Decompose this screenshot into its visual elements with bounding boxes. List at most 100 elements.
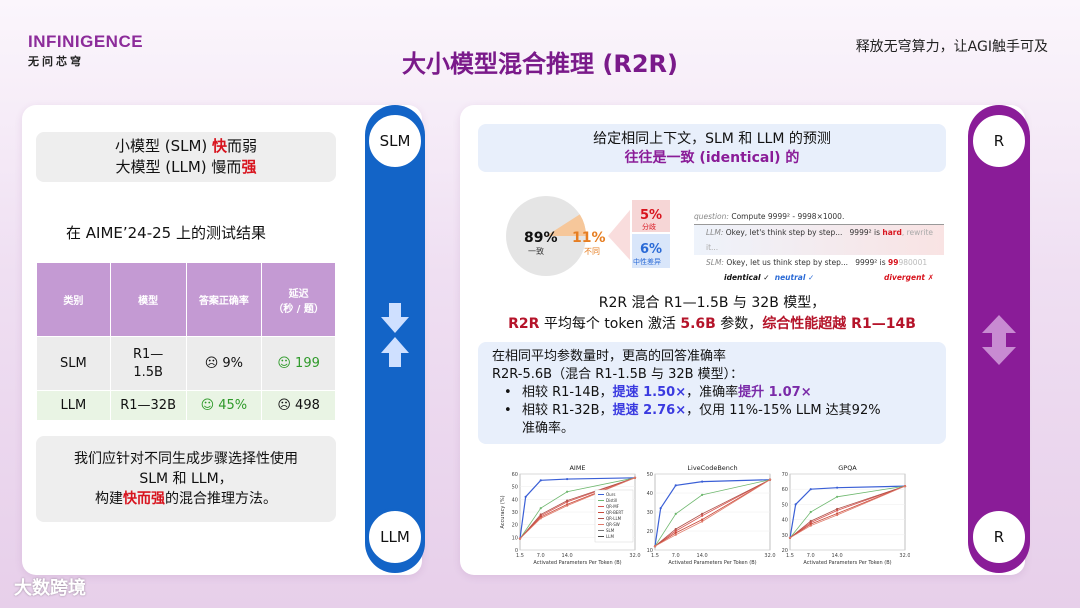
- y-tick-label: 40: [647, 491, 653, 497]
- data-point-ours: [566, 477, 569, 481]
- tag-identical: identical ✓: [724, 273, 770, 282]
- acc-line-1: 在相同平均参数量时，更高的回答准确率: [492, 349, 727, 364]
- intro-llm-text: 大模型 (LLM) 慢而: [115, 158, 242, 176]
- llm-circle: LLM: [366, 508, 424, 566]
- data-point-ours: [809, 488, 812, 491]
- y-tick-label: 10: [512, 535, 518, 541]
- legend-entry: LLM: [606, 534, 614, 539]
- data-point-qr-mf: [836, 509, 839, 512]
- pie-identical-label: 一致: [528, 246, 544, 256]
- acc-line-2: R2R-5.6B（混合 R1-1.5B 与 32B 模型）：: [492, 367, 744, 382]
- data-point-qr-sw: [674, 533, 677, 536]
- neutral-pct: 6%: [640, 242, 662, 257]
- x-tick-label: 1.5: [786, 553, 794, 559]
- series-line-qr-bert: [654, 479, 771, 547]
- intro-line-2: 大模型 (LLM) 慢而强: [36, 157, 336, 178]
- slm-text: Okey, let us think step by step...: [726, 258, 849, 267]
- results-table: 类别 模型 答案正确率 延迟 （秒 / 题） SLM R1— 1.5B ☹ 9% ☺…: [36, 262, 336, 421]
- accuracy-box: 在相同平均参数量时，更高的回答准确率 R2R-5.6B（混合 R1-1.5B 与…: [478, 342, 946, 444]
- slm-tail-99: 99: [888, 258, 899, 267]
- concl-fast-strong-em: 快而强: [123, 491, 165, 507]
- tag-divergent: divergent ✗: [884, 273, 934, 282]
- x-axis-label: Activated Parameters Per Token (B): [668, 560, 756, 566]
- chart-title: LiveCodeBench: [687, 464, 737, 472]
- data-point-qr-mf: [701, 514, 704, 517]
- b1-speedup: 提速 1.50×: [612, 385, 687, 400]
- header-accuracy: 答案正确率: [185, 262, 263, 337]
- y-tick-label: 20: [647, 529, 653, 535]
- x-axis-label: Activated Parameters Per Token (B): [533, 560, 621, 566]
- data-point-qr-sw: [566, 504, 569, 507]
- neutral-label: 中性差异: [633, 257, 661, 266]
- x-tick-label: 32.0: [629, 553, 640, 559]
- header-model: 模型: [109, 262, 187, 337]
- data-point-qr-sw: [836, 513, 839, 517]
- y-tick-label: 30: [782, 533, 788, 539]
- question-label: question:: [694, 212, 729, 221]
- y-tick-label: 40: [782, 518, 788, 524]
- y-tick-label: 40: [512, 497, 518, 503]
- summary-text-b: 参数，: [715, 316, 763, 332]
- data-point-qr-sw: [539, 517, 542, 520]
- neutral-box: [632, 234, 670, 268]
- data-point-ours: [794, 503, 797, 506]
- cell-type: LLM: [36, 390, 111, 421]
- x-tick-label: 32.0: [764, 553, 775, 559]
- divergent-box: [632, 200, 670, 232]
- legend-entry: Ours: [606, 492, 615, 497]
- series-line-qr-bert: [789, 485, 906, 539]
- llm-tail-hard: hard: [882, 228, 902, 237]
- data-point-qr-mf: [809, 521, 812, 524]
- data-point-qr-sw: [653, 545, 657, 548]
- conclusion-box: 我们应针对不同生成步骤选择性使用 SLM 和 LLM， 构建快而强的混合推理方法…: [36, 436, 336, 522]
- data-point-ours: [674, 484, 677, 487]
- slm-tail-c: 980001: [898, 258, 928, 267]
- series-line-qr-llm: [654, 479, 771, 547]
- intro-strong-em: 强: [241, 158, 257, 176]
- concl-method-text: 的混合推理方法。: [165, 491, 277, 507]
- series-line-qr-mf: [654, 479, 771, 547]
- data-point-ours: [836, 486, 839, 489]
- slm-label: SLM:: [706, 258, 724, 267]
- b1-text-c: ，准确率: [686, 385, 739, 400]
- b1-text-a: 相较 R1-14B，: [522, 385, 613, 400]
- series-line-qr-sw: [789, 485, 906, 539]
- summary-text-a: 平均每个 token 激活: [539, 316, 681, 332]
- data-point-qr-llm: [701, 512, 704, 515]
- data-point-ours: [539, 479, 542, 482]
- data-point-qr-bert: [674, 531, 677, 534]
- llm-label: LLM:: [706, 228, 724, 237]
- series-line-qr-mf: [789, 485, 906, 539]
- test-title: 在 AIME’24-25 上的测试结果: [66, 224, 266, 242]
- data-point-qr-sw: [768, 478, 772, 481]
- intro-fast-em: 快: [212, 137, 228, 155]
- logo-text-en: INFINIGENCE: [28, 32, 144, 51]
- cell-model: R1—32B: [109, 390, 187, 421]
- chart-frame: [789, 473, 906, 551]
- tag-neutral: neutral ✓: [774, 273, 815, 282]
- data-point-distill: [674, 512, 677, 515]
- legend-entry: QR-LLM: [606, 516, 622, 521]
- vertical-double-arrow-icon: [982, 315, 1016, 365]
- cell-type: SLM: [36, 336, 111, 391]
- x-tick-label: 7.0: [807, 553, 815, 559]
- legend-entry: QR-BERT: [606, 510, 624, 515]
- data-point-qr-llm: [809, 520, 812, 523]
- data-point-distill: [566, 490, 569, 493]
- pie-different-pct: 11%: [572, 230, 606, 246]
- data-point-qr-sw: [788, 536, 792, 539]
- example-llm: LLM: Okey, let's think step by step... 9…: [694, 225, 944, 255]
- data-point-qr-sw: [903, 485, 907, 488]
- y-tick-label: 20: [782, 548, 788, 554]
- data-point-qr-bert: [836, 512, 839, 515]
- y-tick-label: 60: [782, 487, 788, 493]
- pie-identical-pct: 89%: [524, 230, 558, 246]
- example-slm: SLM: Okey, let us think step by step... …: [694, 255, 944, 270]
- cell-model: R1— 1.5B: [109, 336, 187, 391]
- intro-slm-text: 小模型 (SLM): [114, 137, 213, 155]
- header-latency-l1: 延迟: [288, 288, 309, 300]
- watermark: 大数跨境: [14, 578, 86, 599]
- data-point-ours: [701, 480, 704, 483]
- y-tick-label: 50: [512, 485, 518, 491]
- example-tags: identical ✓ neutral ✓ divergent ✗: [694, 270, 944, 285]
